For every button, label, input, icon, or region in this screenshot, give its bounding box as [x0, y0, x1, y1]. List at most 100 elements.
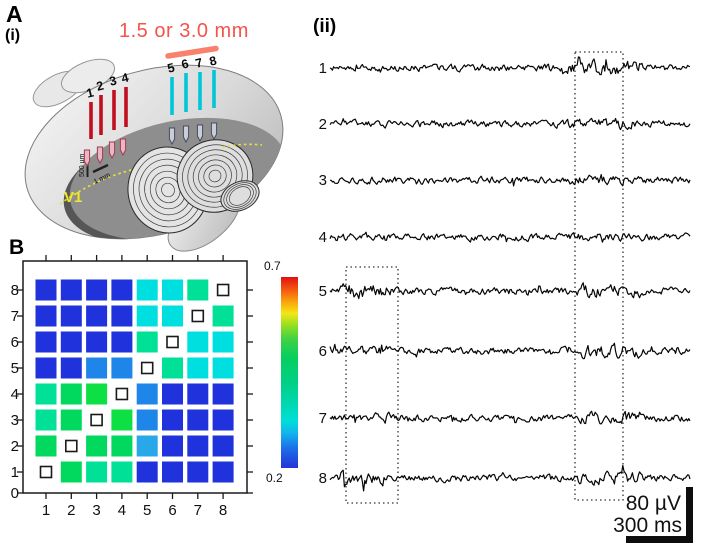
y-tick-label: 2	[11, 438, 19, 455]
panel-a-label: A	[6, 1, 23, 27]
heatmap-cell	[136, 305, 158, 327]
y-tick-label: 1	[11, 464, 19, 481]
cerebellum-lobe	[220, 180, 260, 212]
inserted-probe-mark	[210, 122, 218, 141]
cerebellum-folia-line	[203, 164, 227, 188]
heatmap-cell	[86, 383, 108, 405]
heatmap-cell	[162, 305, 183, 327]
heatmap-cell	[212, 461, 234, 483]
heatmap-cell	[35, 279, 57, 301]
heatmap-cell	[60, 305, 82, 327]
heatmap-cell	[212, 409, 234, 431]
heatmap-cell	[86, 461, 108, 483]
heatmap-cell	[111, 409, 133, 431]
inserted-probe-mark	[168, 127, 176, 146]
heatmap-cell	[136, 461, 158, 483]
heatmap-cell	[162, 435, 183, 457]
cerebellum-folia-line	[208, 169, 222, 183]
trace-label-2: 2	[319, 116, 327, 133]
colorbar-max-label: 0.7	[264, 259, 281, 273]
colorbar	[281, 277, 298, 468]
heatmap-cell	[60, 461, 82, 483]
heatmap-cell	[60, 357, 82, 379]
electrode-number-4: 4	[120, 70, 130, 85]
heatmap-cell	[86, 331, 108, 353]
voltage-trace-2	[329, 117, 691, 131]
trace-label-7: 7	[319, 410, 327, 427]
cerebellum-folia-line	[161, 182, 175, 198]
voltage-trace-7	[329, 410, 691, 425]
heatmap-cell	[111, 461, 133, 483]
scalebar-1mm-bar	[92, 163, 109, 174]
diagonal-open-square	[115, 387, 129, 401]
diagonal-open-square	[90, 413, 103, 427]
time-scale-label: 300 ms	[613, 514, 682, 537]
electrode-number-8: 8	[208, 53, 218, 68]
voltage-trace-5	[329, 282, 691, 300]
planned-probe-mark	[119, 138, 127, 157]
heatmap-cell	[136, 331, 158, 353]
electrode-number-1: 1	[85, 85, 95, 100]
heatmap-cell	[212, 305, 234, 327]
x-tick-label: 8	[219, 502, 227, 519]
heatmap-cell	[162, 357, 183, 379]
electrode-number-5: 5	[166, 60, 176, 75]
cerebellum-folia-line	[223, 182, 257, 210]
cerebellum	[127, 139, 260, 234]
x-tick-label: 6	[168, 502, 176, 519]
x-tick-label: 7	[194, 502, 202, 519]
heatmap-cell	[187, 383, 209, 405]
heatmap-cell	[86, 357, 108, 379]
heatmap-cell	[60, 383, 82, 405]
diagonal-open-square	[39, 465, 53, 479]
heatmap-cell	[212, 435, 234, 457]
highlight-box-right	[574, 51, 624, 501]
heatmap-cell	[187, 331, 209, 353]
planned-probe-mark	[96, 146, 104, 165]
diagonal-open-square	[65, 439, 78, 453]
y-tick-label: 5	[11, 360, 19, 377]
panel-ii-label: (ii)	[313, 16, 337, 37]
heatmap-cell	[187, 279, 209, 301]
cerebellum-folia-line	[229, 186, 251, 206]
heatmap-cell	[212, 383, 234, 405]
heatmap-cell	[60, 331, 82, 353]
traces-plot: 1 2 3 4 5 6 7 8 80 µV 300 ms	[319, 51, 693, 543]
heatmap-cell	[136, 435, 158, 457]
heatmap-cell	[111, 357, 133, 379]
scalebar-500um-label: 500 µm	[79, 153, 86, 177]
trace-label-3: 3	[319, 172, 327, 189]
trace-label-8: 8	[319, 470, 327, 487]
heatmap-cell	[187, 461, 209, 483]
diagonal-open-square	[140, 361, 154, 375]
heatmap-cell	[136, 383, 158, 405]
heatmap-cell	[35, 383, 57, 405]
diagonal-open-square	[166, 335, 179, 349]
voltage-trace-1	[329, 56, 691, 76]
y-tick-label: 4	[11, 386, 19, 403]
heatmap-cell	[187, 357, 209, 379]
diagonal-open-square	[216, 283, 230, 297]
y-tick-label: 0	[11, 485, 19, 502]
x-tick-label: 4	[118, 502, 126, 519]
heatmap-cell	[187, 409, 209, 431]
panel-a-sublabel: (i)	[5, 27, 21, 44]
trace-label-1: 1	[319, 60, 327, 77]
time-scalebar	[626, 536, 693, 543]
y-tick-label: 6	[11, 334, 19, 351]
y-tick-label: 3	[11, 412, 19, 429]
heatmap-cell	[86, 305, 108, 327]
trace-label-6: 6	[319, 343, 327, 360]
inserted-probe-mark	[196, 124, 204, 143]
heatmap-cell	[35, 357, 57, 379]
cerebellum-folia-line	[226, 184, 254, 208]
electrode-number-6: 6	[180, 56, 190, 71]
trace-label-5: 5	[319, 283, 327, 300]
electrode-number-2: 2	[95, 78, 105, 93]
diagonal-open-square	[191, 309, 205, 323]
heatmap-cell	[136, 409, 158, 431]
inserted-probe-mark	[182, 125, 190, 144]
heatmap-cell	[35, 305, 57, 327]
x-tick-label: 3	[92, 502, 100, 519]
